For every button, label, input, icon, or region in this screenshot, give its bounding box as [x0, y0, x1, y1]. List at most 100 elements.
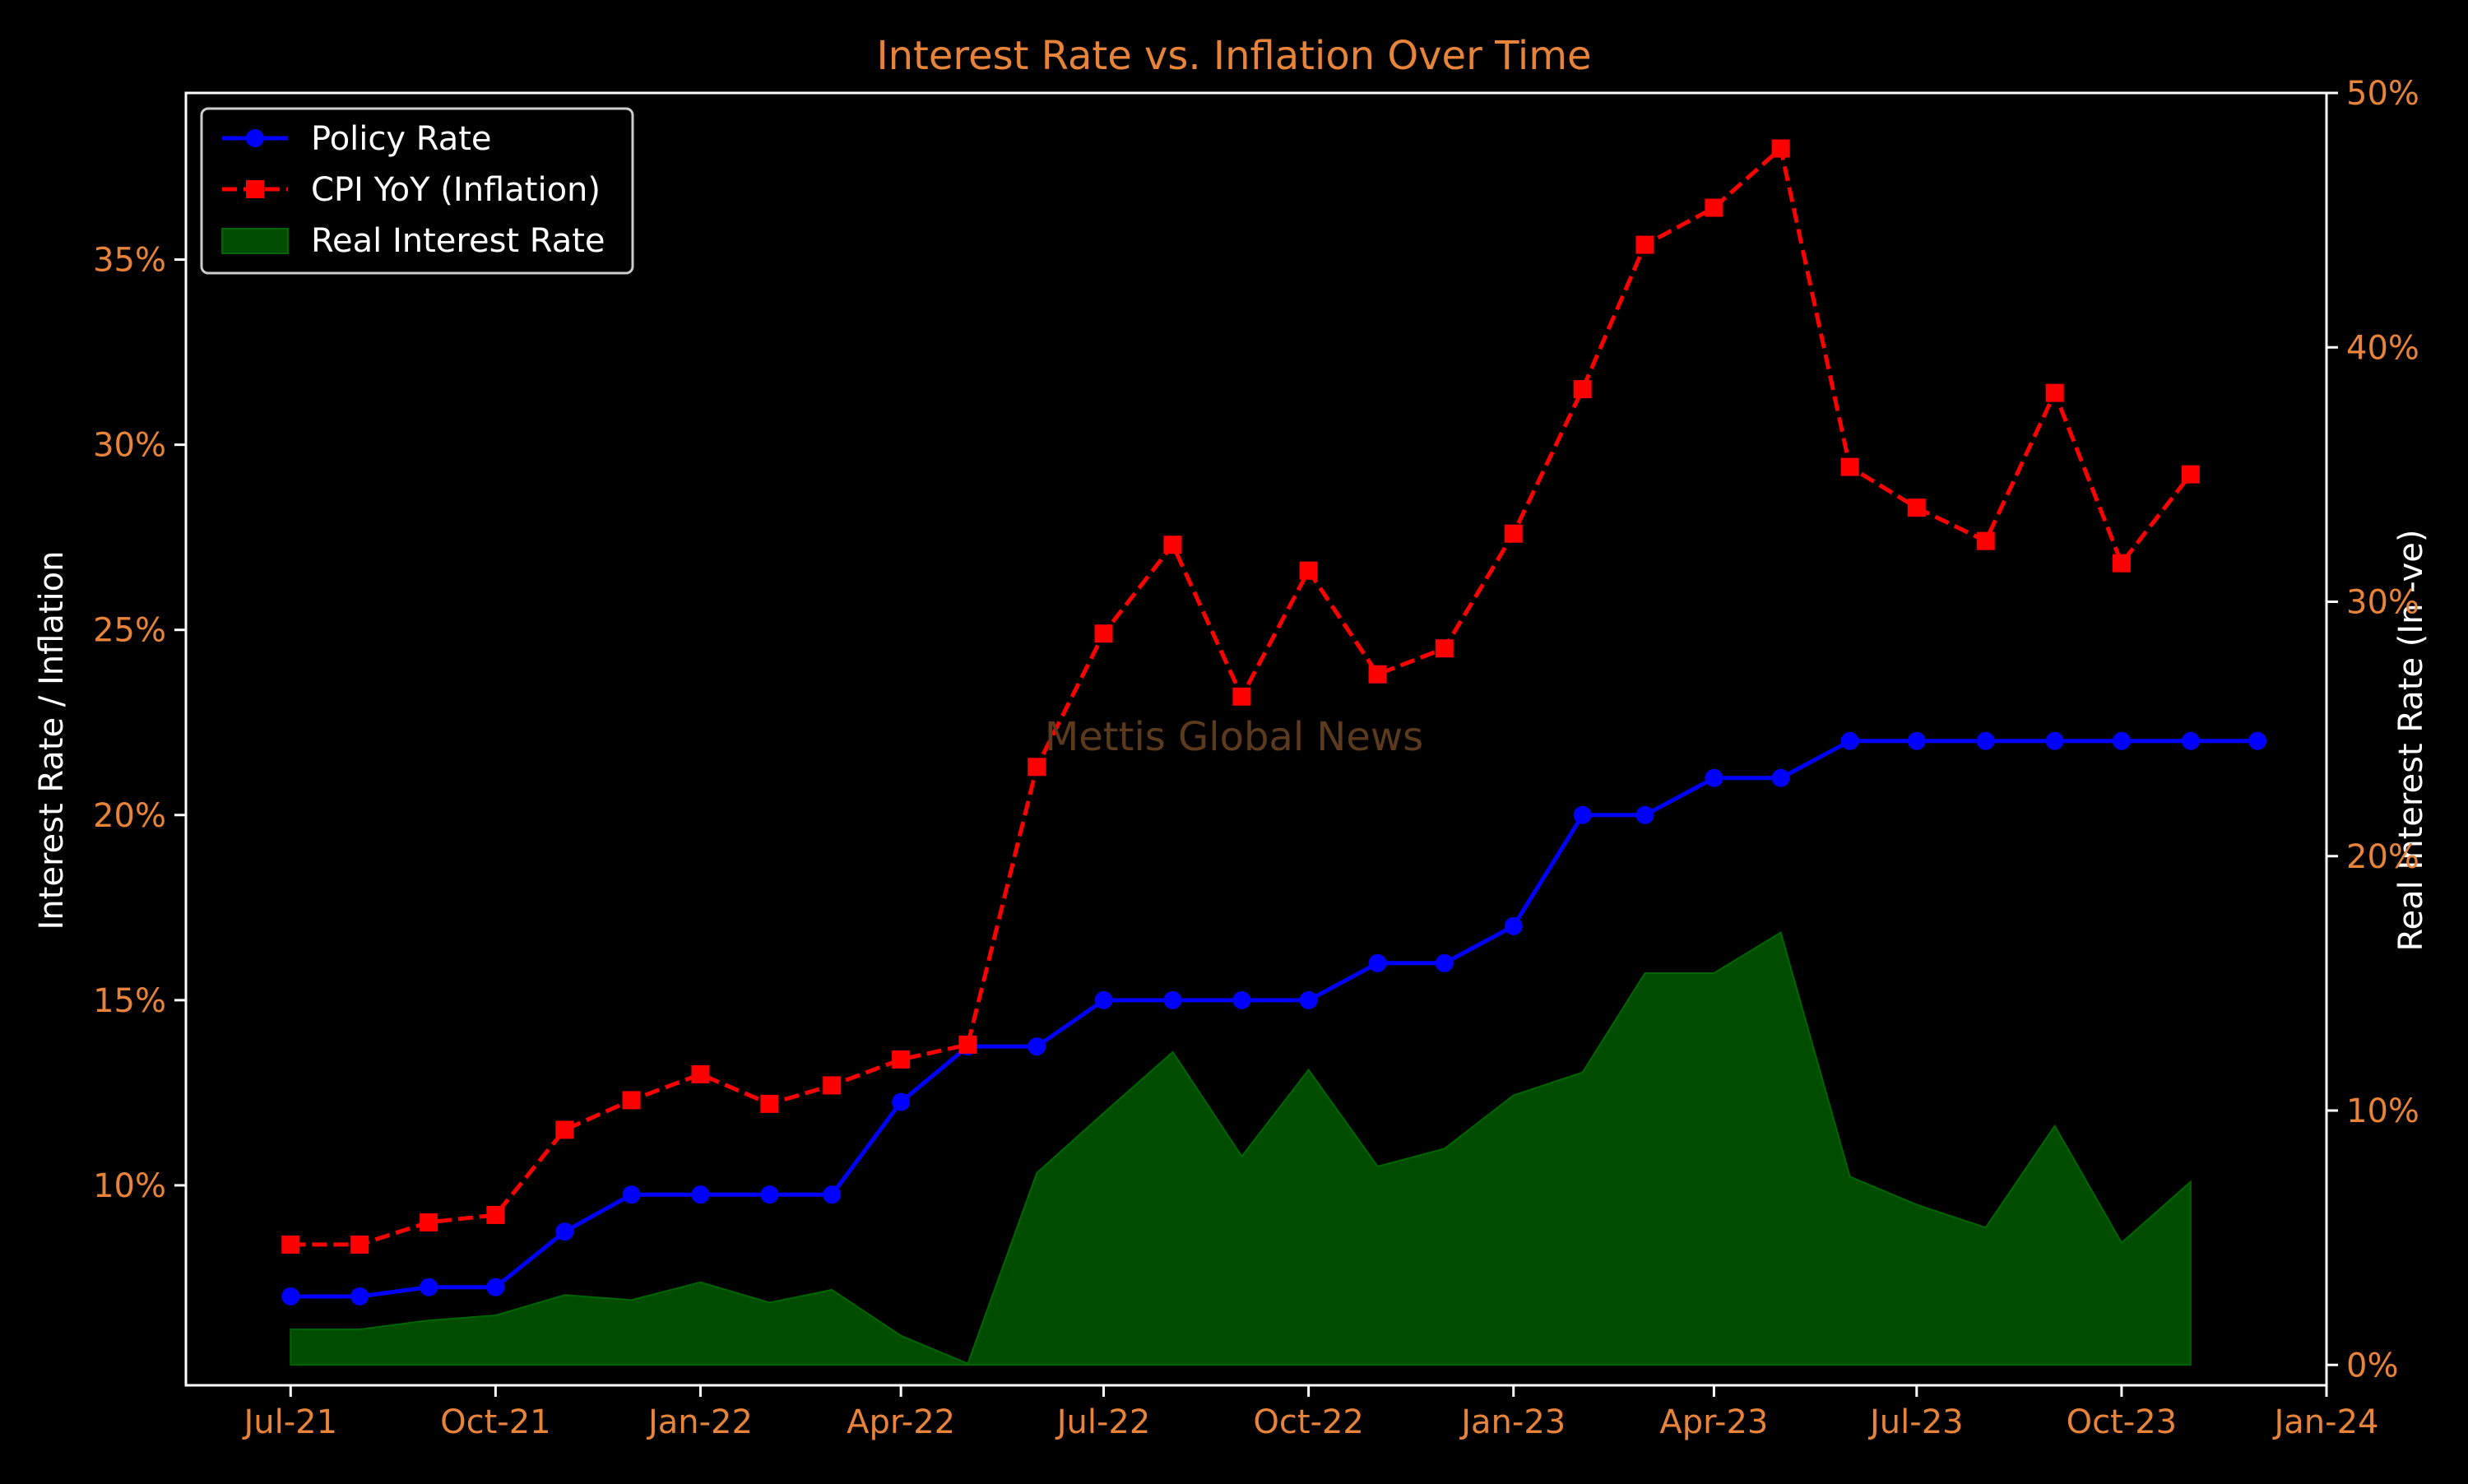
policy-rate-line: [290, 739, 2258, 1299]
policy-rate-point: [420, 1278, 438, 1296]
policy-rate-point: [1504, 916, 1523, 935]
policy-rate-point: [760, 1185, 779, 1204]
policy-rate-point: [1368, 953, 1387, 972]
policy-rate-point: [1094, 990, 1113, 1009]
policy-rate-point: [622, 1185, 641, 1204]
cpi-inflation-point: [1976, 531, 1995, 550]
policy-rate-point: [281, 1287, 300, 1305]
watermark-text: Mettis Global News: [1045, 714, 1423, 760]
policy-rate-point: [486, 1278, 505, 1296]
policy-rate-point: [691, 1185, 710, 1204]
cpi-inflation-point: [823, 1076, 842, 1095]
cpi-inflation-point: [281, 1235, 300, 1254]
cpi-inflation-point: [1840, 457, 1859, 476]
real-interest-rate-area-layer: [290, 930, 2192, 1366]
chart-title: Interest Rate vs. Inflation Over Time: [876, 33, 1591, 79]
x-tick-label: Jul-23: [1867, 1403, 1964, 1441]
legend-real-rate-swatch: [221, 228, 289, 254]
cpi-inflation-point: [420, 1213, 438, 1231]
x-tick-label: Jan-23: [1459, 1403, 1566, 1441]
cpi-inflation-point: [350, 1235, 369, 1254]
y-tick-label: 10%: [93, 1167, 166, 1205]
cpi-inflation-point: [622, 1091, 641, 1110]
cpi-inflation-point: [1094, 624, 1113, 643]
y2-tick-label: 40%: [2346, 329, 2419, 367]
x-axis-ticks: Jul-21 Oct-21 Jan-22 Apr-22 Jul-22 Oct-22 Jan-…: [241, 1385, 2379, 1441]
cpi-inflation-point: [1163, 536, 1182, 554]
policy-rate-point: [555, 1222, 574, 1241]
cpi-inflation-point: [1504, 524, 1523, 543]
policy-rate-point: [1299, 990, 1318, 1009]
x-tick-label: Apr-23: [1659, 1403, 1768, 1441]
series-markers-layer: [281, 139, 2267, 1305]
y2-tick-label: 0%: [2346, 1347, 2398, 1384]
policy-rate-point: [1028, 1037, 1046, 1056]
policy-rate-point: [2248, 731, 2267, 750]
cpi-inflation-point: [958, 1035, 977, 1054]
policy-rate-point: [1163, 990, 1182, 1009]
cpi-inflation-point: [691, 1064, 710, 1083]
plot-frame: [184, 91, 2328, 1387]
cpi-inflation-point: [892, 1050, 911, 1069]
legend-real-rate-label: Real Interest Rate: [311, 222, 605, 260]
y-axis-right-ticks: 0% 10% 20% 30% 40% 50%: [2327, 75, 2419, 1384]
policy-rate-point: [2181, 731, 2200, 750]
policy-rate-point: [1232, 990, 1251, 1009]
y2-tick-label: 20%: [2346, 838, 2419, 876]
cpi-inflation-point: [1907, 499, 1926, 517]
cpi-inflation-point: [2045, 383, 2064, 402]
cpi-inflation-point: [1232, 687, 1251, 706]
policy-rate-point: [1705, 768, 1723, 787]
cpi-inflation-point: [555, 1120, 574, 1139]
legend-cpi-label: CPI YoY (Inflation): [311, 171, 601, 209]
cpi-inflation-point: [1705, 198, 1723, 217]
legend: Policy Rate CPI YoY (Inflation) Real Int…: [200, 107, 634, 275]
policy-rate-point: [1573, 805, 1592, 824]
y-tick-label: 25%: [93, 612, 166, 650]
y-axis-left-ticks: 10% 15% 20% 25% 30% 35%: [93, 242, 186, 1205]
real-interest-rate-area: [290, 930, 2192, 1366]
cpi-inflation-point: [2112, 554, 2131, 573]
x-tick-label: Jan-22: [646, 1403, 753, 1441]
policy-rate-point: [1771, 768, 1790, 787]
cpi-inflation-point: [1573, 380, 1592, 399]
y2-tick-label: 30%: [2346, 584, 2419, 622]
y-axis-left-title: Interest Rate / Inflation: [33, 551, 71, 930]
policy-rate-point: [1635, 805, 1654, 824]
cpi-inflation-point: [1299, 561, 1318, 580]
y-tick-label: 15%: [93, 982, 166, 1020]
legend-box: [200, 107, 634, 275]
policy-rate-point: [2112, 731, 2131, 750]
cpi-inflation-point: [1635, 235, 1654, 254]
cpi-inflation-point: [760, 1094, 779, 1113]
y2-tick-label: 10%: [2346, 1092, 2419, 1130]
policy-rate-point: [823, 1185, 842, 1204]
y-tick-label: 35%: [93, 242, 166, 280]
cpi-inflation-point: [1771, 139, 1790, 158]
policy-rate-point: [1435, 953, 1454, 972]
x-tick-label: Jan-24: [2272, 1403, 2379, 1441]
cpi-inflation-point: [486, 1205, 505, 1224]
x-tick-label: Oct-22: [1253, 1403, 1364, 1441]
x-tick-label: Jul-21: [241, 1403, 337, 1441]
policy-rate-point: [1840, 731, 1859, 750]
policy-rate-point: [350, 1287, 369, 1305]
x-tick-label: Jul-22: [1055, 1403, 1151, 1441]
policy-rate-point: [1976, 731, 1995, 750]
y2-tick-label: 50%: [2346, 75, 2419, 113]
x-tick-label: Oct-23: [2067, 1403, 2178, 1441]
policy-rate-point: [1907, 731, 1926, 750]
y-tick-label: 30%: [93, 427, 166, 465]
legend-cpi-marker-swatch: [246, 180, 264, 198]
x-tick-label: Apr-22: [847, 1403, 955, 1441]
policy-rate-point: [892, 1092, 911, 1111]
y-tick-label: 20%: [93, 797, 166, 835]
x-tick-label: Oct-21: [440, 1403, 551, 1441]
y-axis-right-title: Real Interest Rate (In -ve): [2392, 530, 2430, 952]
cpi-inflation-point: [1368, 665, 1387, 684]
legend-policy-rate-label: Policy Rate: [311, 120, 492, 158]
cpi-inflation-point: [1435, 639, 1454, 658]
cpi-inflation-point: [2181, 465, 2200, 484]
